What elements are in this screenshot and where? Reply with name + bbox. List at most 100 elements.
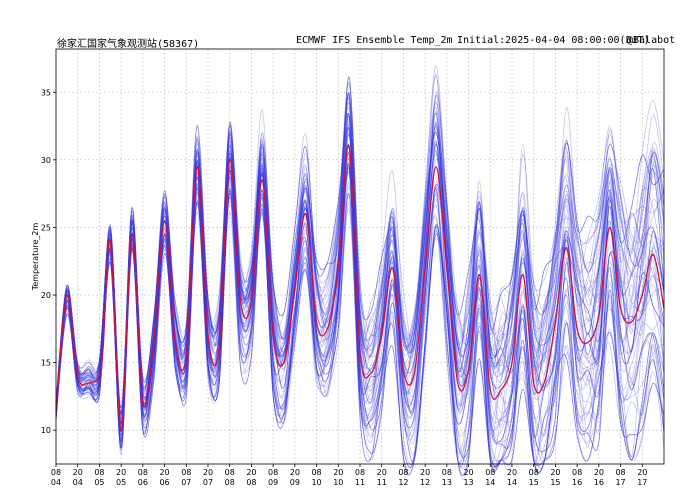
ensemble-member-line	[55, 101, 665, 415]
x-tick-label-day: 17	[637, 478, 647, 487]
x-tick-label-day: 05	[94, 478, 104, 487]
x-tick-label-day: 13	[463, 478, 473, 487]
x-tick-label-hour: 08	[94, 468, 104, 477]
ensemble-member-line	[55, 167, 665, 453]
x-tick-label-hour: 08	[268, 468, 278, 477]
x-tick-label-day: 10	[333, 478, 343, 487]
ensemble-member-line	[55, 92, 665, 424]
ensemble-members	[55, 65, 665, 480]
ensemble-member-line	[55, 162, 665, 472]
ensemble-member-line	[55, 186, 665, 477]
x-tick-label-hour: 08	[572, 468, 582, 477]
x-tick-label-hour: 20	[333, 468, 343, 477]
ensemble-member-line	[55, 82, 665, 415]
x-tick-label-day: 12	[398, 478, 408, 487]
credit-label: @Balabot	[627, 35, 676, 46]
ensemble-member-line	[55, 158, 665, 438]
ensemble-member-line	[55, 163, 665, 447]
ensemble-member-line	[55, 93, 665, 423]
x-tick-label-hour: 20	[420, 468, 430, 477]
x-tick-label-hour: 20	[73, 468, 83, 477]
ensemble-member-line	[55, 102, 665, 419]
ensemble-member-line	[55, 94, 665, 424]
ensemble-member-line	[55, 113, 665, 419]
ensemble-member-line	[55, 175, 665, 468]
initial-time: Initial:2025-04-04 08:00:00(BJT)	[457, 35, 650, 46]
x-tick-label-day: 10	[311, 478, 321, 487]
ensemble-member-line	[55, 113, 665, 429]
x-tick-label-hour: 20	[550, 468, 560, 477]
y-tick-label: 15	[41, 359, 51, 368]
y-tick-label: 10	[41, 426, 51, 435]
x-tick-label-hour: 08	[529, 468, 539, 477]
ensemble-member-line	[55, 94, 665, 413]
ensemble-member-line	[55, 171, 665, 480]
x-tick-label-day: 04	[51, 478, 61, 487]
x-tick-label-day: 11	[377, 478, 387, 487]
x-tick-label-hour: 08	[398, 468, 408, 477]
x-tick-label-day: 09	[290, 478, 300, 487]
ensemble-member-line	[55, 65, 665, 420]
x-tick-label-hour: 20	[507, 468, 517, 477]
x-tick-label-hour: 08	[355, 468, 365, 477]
y-tick-label: 25	[41, 223, 51, 232]
x-tick-label-day: 15	[550, 478, 560, 487]
ensemble-member-line	[55, 113, 665, 409]
x-tick-label-hour: 08	[225, 468, 235, 477]
ensemble-member-line	[55, 116, 665, 423]
x-tick-label-day: 11	[355, 478, 365, 487]
x-tick-label-day: 07	[181, 478, 191, 487]
ensemble-member-line	[55, 107, 665, 415]
x-tick-label-hour: 08	[485, 468, 495, 477]
ensemble-member-line	[55, 115, 665, 437]
x-tick-label-day: 16	[594, 478, 604, 487]
ensemble-member-line	[55, 182, 665, 469]
ensemble-member-line	[55, 91, 665, 426]
ensemble-member-line	[55, 154, 665, 427]
x-tick-label-hour: 20	[246, 468, 256, 477]
x-tick-label-day: 04	[73, 478, 83, 487]
ensemble-member-line	[55, 177, 665, 466]
x-tick-label-day: 13	[442, 478, 452, 487]
x-tick-label-hour: 20	[377, 468, 387, 477]
control-series-line	[55, 144, 665, 431]
x-tick-label-day: 06	[138, 478, 148, 487]
station-title: 徐家汇国家气象观测站(58367)	[57, 39, 200, 50]
ensemble-member-line	[55, 153, 665, 440]
ensemble-member-line	[55, 111, 665, 428]
x-tick-label-day: 12	[420, 478, 430, 487]
x-tick-label-day: 08	[246, 478, 256, 487]
x-tick-label-day: 14	[507, 478, 517, 487]
ensemble-member-line	[55, 187, 665, 468]
ensemble-member-line	[55, 120, 665, 425]
x-tick-label-hour: 20	[203, 468, 213, 477]
x-tick-label-hour: 08	[311, 468, 321, 477]
x-tick-label-hour: 20	[159, 468, 169, 477]
x-tick-label-day: 17	[615, 478, 625, 487]
x-tick-label-day: 09	[268, 478, 278, 487]
x-tick-label-day: 16	[572, 478, 582, 487]
ensemble-member-line	[55, 92, 665, 415]
x-tick-label-hour: 08	[181, 468, 191, 477]
x-axis: 0804200408052005080620060807200708082008…	[51, 464, 647, 487]
x-tick-label-day: 05	[116, 478, 126, 487]
ensemble-member-line	[55, 168, 665, 452]
x-tick-label-hour: 08	[442, 468, 452, 477]
x-tick-label-day: 08	[225, 478, 235, 487]
x-tick-label-hour: 08	[138, 468, 148, 477]
x-tick-label-hour: 20	[290, 468, 300, 477]
y-tick-label: 30	[41, 156, 51, 165]
product-title: ECMWF IFS Ensemble Temp_2m	[296, 35, 453, 46]
x-tick-label-hour: 20	[594, 468, 604, 477]
x-tick-label-day: 15	[529, 478, 539, 487]
x-tick-label-hour: 08	[615, 468, 625, 477]
x-tick-label-hour: 08	[51, 468, 61, 477]
y-tick-label: 20	[41, 291, 51, 300]
x-tick-label-day: 07	[203, 478, 213, 487]
x-tick-label-day: 14	[485, 478, 495, 487]
y-axis-title: Temperature_2m	[31, 223, 40, 292]
grid-lines	[55, 49, 664, 464]
y-tick-label: 35	[41, 88, 51, 97]
y-axis: 10 15 20 25 30 35	[41, 88, 56, 435]
